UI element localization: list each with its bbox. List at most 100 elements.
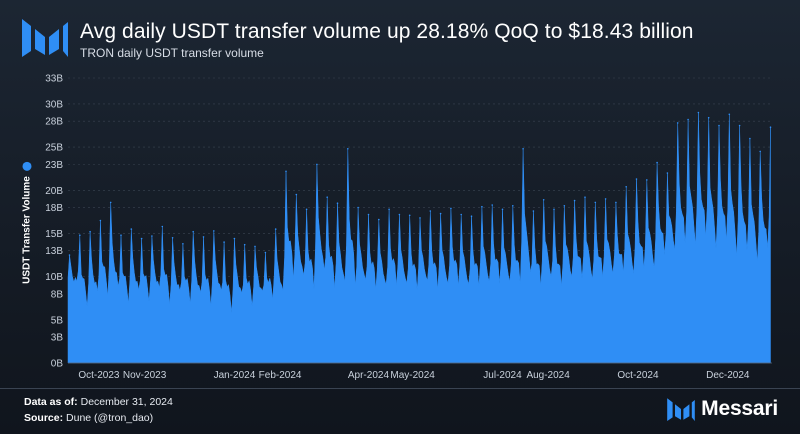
weekly-peak-point	[728, 113, 731, 116]
source-label: Source:	[24, 412, 64, 424]
x-tick-label: Jan-2024	[214, 370, 256, 381]
weekly-peak-point	[563, 205, 566, 207]
weekly-peak-point	[635, 178, 638, 180]
weekly-peak-point	[140, 237, 143, 240]
weekly-peak-point	[707, 116, 710, 119]
data-as-of-label: Data as of:	[24, 396, 78, 408]
source-value: Dune (@tron_dao)	[66, 412, 154, 424]
weekly-peak-point	[646, 179, 648, 181]
weekly-peak-point	[470, 215, 473, 217]
y-tick-label: 5B	[51, 315, 64, 326]
weekly-peak-point	[573, 199, 576, 202]
weekly-peak-point	[656, 161, 658, 164]
weekly-peak-point	[68, 254, 71, 256]
x-tick-label: Dec-2024	[706, 370, 750, 381]
y-tick-label: 33B	[45, 74, 63, 85]
weekly-peak-point	[388, 208, 390, 211]
x-tick-label: Oct-2023	[78, 370, 120, 381]
brand-name: Messari	[701, 397, 778, 420]
weekly-peak-point	[419, 217, 421, 219]
weekly-peak-point	[295, 193, 298, 196]
weekly-peak-point	[450, 207, 452, 210]
weekly-peak-point	[326, 196, 329, 198]
weekly-peak-point	[378, 218, 380, 221]
y-tick-label: 18B	[45, 203, 63, 214]
weekly-peak-point	[542, 199, 545, 201]
weekly-peak-point	[274, 228, 277, 230]
weekly-peak-point	[749, 137, 751, 140]
weekly-peak-point	[202, 236, 205, 238]
weekly-peak-point	[501, 208, 504, 211]
x-tick-label: Apr-2024	[348, 370, 390, 381]
x-tick-label: Jul-2024	[483, 370, 522, 381]
weekly-peak-point	[553, 208, 555, 211]
weekly-peak-point	[615, 201, 617, 204]
brand: Messari	[667, 397, 778, 421]
weekly-peak-point	[254, 245, 256, 248]
weekly-peak-point	[99, 219, 102, 222]
y-tick-label: 28B	[45, 117, 63, 128]
weekly-peak-point	[604, 198, 607, 200]
weekly-peak-point	[481, 205, 483, 208]
weekly-peak-point	[532, 210, 535, 212]
weekly-peak-point	[233, 237, 236, 240]
weekly-peak-point	[182, 243, 184, 245]
weekly-peak-point	[109, 201, 112, 204]
x-tick-label: Feb-2024	[259, 370, 302, 381]
y-tick-label: 23B	[45, 160, 63, 171]
weekly-peak-point	[759, 150, 761, 153]
y-tick-label: 10B	[45, 272, 63, 283]
y-tick-label: 3B	[51, 333, 64, 344]
weekly-peak-point	[192, 230, 194, 233]
weekly-peak-point	[512, 205, 514, 207]
weekly-peak-point	[738, 124, 741, 127]
y-tick-label: 25B	[45, 143, 63, 154]
weekly-peak-point	[697, 111, 700, 114]
usdt-volume-chart: 0B 3B 5B 8B 10B 13B 15B 18B 20B 23B 25B 28B 30B 33B Oc…	[45, 74, 772, 381]
weekly-peak-point	[223, 241, 225, 243]
weekly-peak-point	[625, 186, 627, 188]
y-tick-label: 15B	[45, 229, 63, 240]
weekly-peak-point	[305, 208, 308, 211]
weekly-peak-point	[594, 201, 597, 204]
weekly-peak-point	[439, 212, 442, 215]
weekly-peak-point	[718, 124, 720, 127]
weekly-peak-point	[89, 230, 91, 233]
weekly-peak-point	[161, 225, 164, 228]
source-line: Source: Dune (@tron_dao)	[24, 412, 153, 424]
weekly-peak-point	[264, 251, 267, 254]
weekly-peak-point	[130, 228, 133, 230]
weekly-peak-point	[429, 210, 432, 212]
data-as-of: Data as of: December 31, 2024	[24, 396, 173, 408]
weekly-peak-point	[336, 202, 339, 204]
y-tick-label: 0B	[51, 359, 64, 370]
weekly-peak-point	[460, 213, 463, 216]
weekly-peak-point	[285, 170, 287, 173]
weekly-peak-point	[151, 235, 153, 237]
x-tick-label: May-2024	[390, 370, 435, 381]
weekly-peak-point	[357, 206, 359, 209]
weekly-peak-point	[171, 237, 174, 239]
weekly-peak-point	[213, 230, 215, 232]
y-tick-label: 8B	[51, 289, 64, 300]
weekly-peak-point	[316, 163, 318, 166]
weekly-peak-point	[491, 204, 494, 206]
chart-subtitle: TRON daily USDT transfer volume	[80, 46, 264, 60]
weekly-peak-point	[79, 234, 81, 236]
y-tick-label: 13B	[45, 246, 63, 257]
weekly-peak-point	[408, 214, 411, 217]
y-tick-label: 30B	[45, 99, 63, 110]
weekly-peak-point	[522, 148, 524, 150]
weekly-peak-point	[120, 234, 122, 236]
y-tick-label: 20B	[45, 186, 63, 197]
data-as-of-value: December 31, 2024	[80, 396, 173, 408]
weekly-peak-point	[666, 172, 669, 174]
weekly-peak-point	[687, 118, 689, 121]
x-tick-label: Aug-2024	[526, 370, 570, 381]
messari-logo-icon	[22, 19, 68, 57]
chart-title: Avg daily USDT transfer volume up 28.18%…	[80, 20, 694, 43]
weekly-peak-point	[398, 213, 401, 216]
footer-divider	[0, 388, 800, 389]
x-tick-label: Nov-2023	[123, 370, 167, 381]
messari-brand-icon	[667, 398, 695, 421]
